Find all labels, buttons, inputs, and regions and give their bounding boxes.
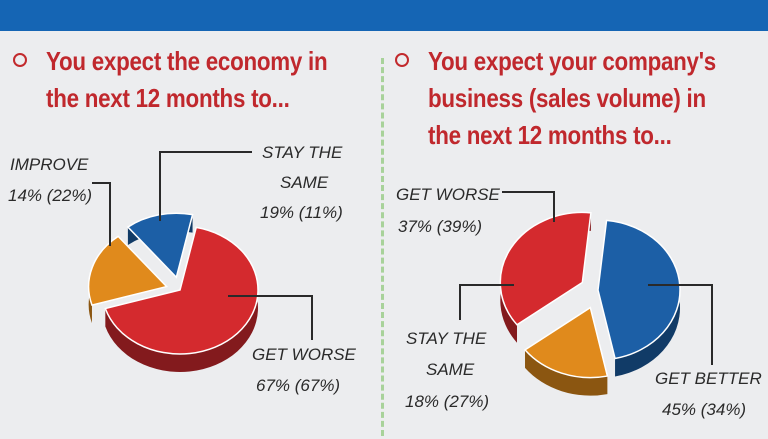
slice-value-label: 14% (22%) — [8, 186, 92, 205]
pie-slice — [104, 226, 259, 372]
leader-lines — [92, 151, 313, 340]
title-line: You expect your company's — [428, 46, 716, 76]
economy-question-title: You expect the economy in the next 12 mo… — [46, 43, 328, 117]
pie-slice — [597, 219, 681, 377]
slice-label: STAY THE — [262, 143, 343, 162]
slice-label: GET WORSE — [252, 345, 357, 364]
pie-slice-top — [499, 211, 592, 326]
header-bar — [0, 0, 768, 31]
leader-lines — [459, 191, 713, 365]
slice-value-label: 19% (11%) — [260, 203, 343, 222]
pie-slice-top — [597, 219, 681, 360]
bullet-icon — [395, 53, 409, 67]
pie-slice-top — [104, 226, 259, 355]
title-line: the next 12 months to... — [46, 83, 290, 113]
pie-slice — [499, 211, 592, 343]
pie-slice — [126, 212, 194, 279]
slice-label: SAME — [280, 173, 329, 192]
title-line: You expect the economy in — [46, 46, 328, 76]
panel-divider — [381, 58, 384, 436]
pie-slice-side — [525, 349, 608, 396]
company-panel: You expect your company's business (sale… — [386, 31, 768, 439]
company-question-title: You expect your company's business (sale… — [428, 43, 716, 154]
pie-slice — [523, 306, 609, 396]
slice-label: STAY THE — [406, 329, 487, 348]
pie-slice — [87, 235, 169, 324]
pie-slice-top — [126, 212, 194, 279]
slice-label: GET WORSE — [396, 185, 501, 204]
pie-slice-top — [523, 306, 609, 379]
economy-panel: You expect the economy in the next 12 mo… — [0, 31, 380, 439]
title-line: business (sales volume) in — [428, 83, 706, 113]
pie-slice-top — [87, 235, 169, 306]
slice-value-label: 37% (39%) — [398, 217, 482, 236]
slice-value-label: 18% (27%) — [405, 392, 489, 411]
title-line: the next 12 months to... — [428, 120, 672, 150]
slice-value-label: 45% (34%) — [662, 400, 746, 419]
slice-label: IMPROVE — [10, 155, 89, 174]
slice-label: GET BETTER — [655, 369, 762, 388]
slice-label: SAME — [426, 360, 475, 379]
bullet-icon — [13, 53, 27, 67]
slice-value-label: 67% (67%) — [256, 376, 340, 395]
